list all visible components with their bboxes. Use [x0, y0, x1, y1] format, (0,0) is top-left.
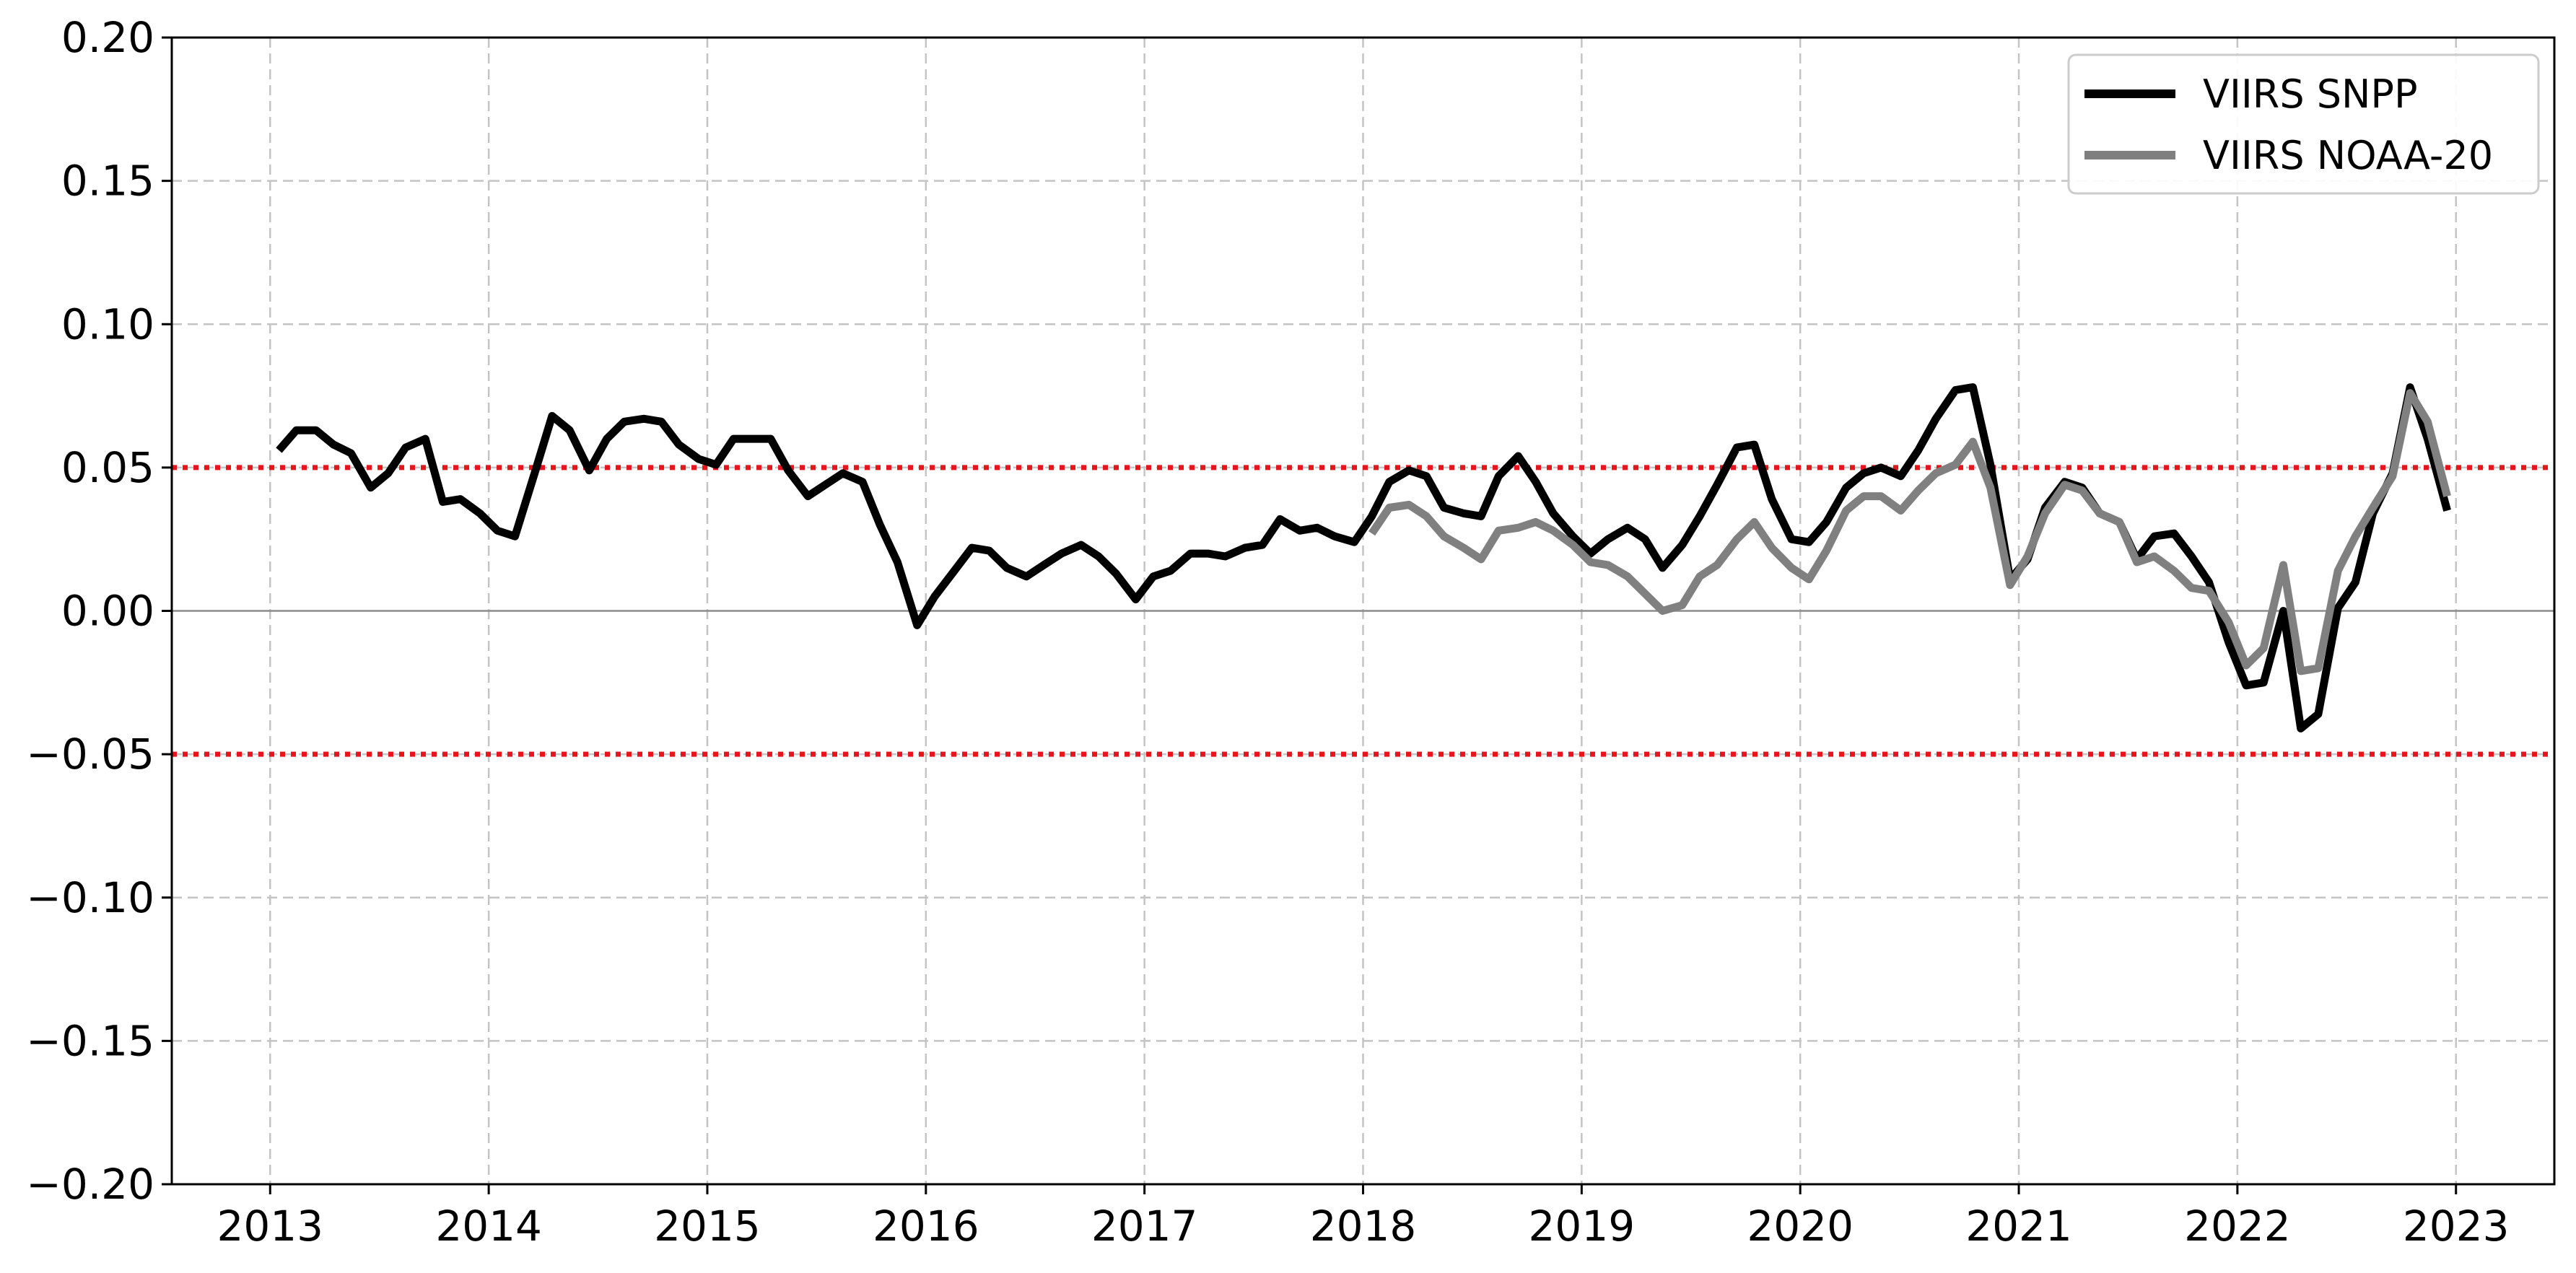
y-tick-label: 0.10: [61, 299, 154, 349]
legend-label-noaa20: VIIRS NOAA-20: [2203, 133, 2493, 178]
y-tick-label: 0.20: [61, 13, 154, 62]
legend: VIIRS SNPP VIIRS NOAA-20: [2067, 53, 2540, 195]
x-tick-label: 2019: [1529, 1202, 1636, 1251]
y-tick-label: −0.20: [26, 1160, 154, 1209]
series-lines: [276, 383, 2451, 732]
legend-label-snpp: VIIRS SNPP: [2203, 71, 2418, 117]
y-tick-label: −0.10: [26, 873, 154, 922]
x-tick-label: 2015: [654, 1202, 761, 1251]
legend-box: [2067, 53, 2540, 195]
x-tick-label: 2023: [2403, 1202, 2510, 1251]
x-tick-label: 2014: [435, 1202, 542, 1251]
x-tick-label: 2017: [1091, 1202, 1198, 1251]
x-tick-label: 2016: [873, 1202, 979, 1251]
x-tick-label: 2013: [217, 1202, 323, 1251]
x-tick-label: 2018: [1310, 1202, 1417, 1251]
series-line-noaa20: [1368, 389, 2451, 675]
x-axis-ticks: 2013 2014 2015 2016 2017 2018 2019 2020 2021 2022…: [217, 1184, 2510, 1251]
y-axis-ticks: −0.20 −0.15 −0.10 −0.05 0.00 0.05 0.10 0.15 0.20: [26, 13, 172, 1209]
y-tick-label: 0.15: [61, 157, 154, 206]
y-tick-label: −0.05: [26, 730, 154, 779]
y-tick-label: 0.05: [61, 443, 154, 492]
reference-lines: [172, 465, 2554, 757]
y-tick-label: −0.15: [26, 1016, 154, 1065]
y-tick-label: 0.00: [61, 587, 154, 636]
x-tick-label: 2021: [1965, 1202, 2072, 1251]
x-tick-label: 2020: [1747, 1202, 1854, 1251]
x-tick-label: 2022: [2184, 1202, 2291, 1251]
